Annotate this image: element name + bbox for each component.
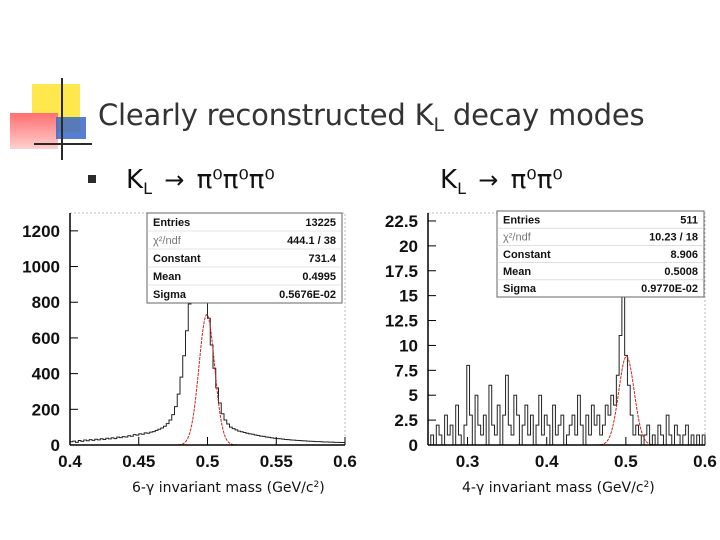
stats-value: 0.5008 xyxy=(664,266,698,278)
stats-value: 511 xyxy=(680,214,698,226)
y-tick-label: 15 xyxy=(399,287,418,306)
caption-text: 4-γ invariant mass (GeV/c xyxy=(462,480,644,496)
stats-label: Constant xyxy=(503,249,551,261)
stats-label: Constant xyxy=(153,253,201,265)
stats-value: 444.1 / 38 xyxy=(287,235,336,247)
stats-box: Entries 13225 χ²/ndf 444.1 / 38 Constant 731.… xyxy=(146,212,343,304)
x-tick-label: 0.3 xyxy=(456,452,480,471)
stats-value: 731.4 xyxy=(308,253,336,265)
stats-value: 13225 xyxy=(305,217,336,229)
caption-end: ) xyxy=(649,480,655,496)
decay-products: π⁰π⁰π⁰ xyxy=(196,165,275,195)
deco-horizontal-line xyxy=(34,143,92,145)
left-histogram-chart: 0 200 400 600 800 1000 1200 0.4 0.45 0.5 0.55 0.6 En… xyxy=(22,212,357,471)
stats-label: Entries xyxy=(503,214,540,226)
deco-blue-square xyxy=(56,117,86,139)
stats-box-frame xyxy=(496,210,705,298)
x-tick-label: 0.55 xyxy=(260,452,293,471)
title-text: Clearly reconstructed K xyxy=(98,98,434,132)
y-tick-label: 1200 xyxy=(22,222,60,241)
stats-value: 0.5676E-02 xyxy=(279,289,336,301)
left-x-axis-caption: 6-γ invariant mass (GeV/c2) xyxy=(132,480,325,496)
kaon-subscript: L xyxy=(143,179,152,198)
y-tick-label: 400 xyxy=(32,365,60,384)
x-tick-label: 0.4 xyxy=(58,452,82,471)
right-histogram-chart: 0 2.5 5 7.5 10 12.5 15 17.5 20 22.5 0.3 0.4 0.5 0.6 En… xyxy=(385,210,717,471)
y-tick-label: 800 xyxy=(32,293,60,312)
stats-value: 10.23 / 18 xyxy=(649,232,698,244)
y-tick-label: 200 xyxy=(32,400,60,419)
y-tick-label: 17.5 xyxy=(385,262,418,281)
y-tick-label: 10 xyxy=(399,336,418,355)
slide-title: Clearly reconstructed KL decay modes xyxy=(98,98,645,136)
stats-label: Mean xyxy=(503,266,531,278)
y-tick-label: 12.5 xyxy=(385,312,418,331)
stats-label: Mean xyxy=(153,271,181,283)
stats-label: χ²/ndf xyxy=(503,232,532,244)
histogram-series xyxy=(428,295,706,446)
stats-label: Entries xyxy=(153,217,190,229)
y-tick-label: 600 xyxy=(32,329,60,348)
stats-box-frame xyxy=(146,212,343,304)
y-tick-label: 7.5 xyxy=(394,361,418,380)
x-tick-label: 0.6 xyxy=(333,452,357,471)
deco-vertical-line xyxy=(61,78,63,160)
caption-sup: 2 xyxy=(643,480,650,490)
y-tick-label: 1000 xyxy=(22,258,60,277)
y-tick-label: 0 xyxy=(51,436,60,455)
stats-value: 0.4995 xyxy=(302,271,336,283)
stats-value: 0.9770E-02 xyxy=(641,283,698,295)
arrow-icon: → xyxy=(164,166,185,194)
x-tick-label: 0.45 xyxy=(122,452,155,471)
y-tick-label: 5 xyxy=(409,386,418,405)
kaon-subscript: L xyxy=(457,179,466,198)
caption-sup: 2 xyxy=(313,480,320,490)
stats-label: Sigma xyxy=(153,289,187,301)
right-decay-heading: KL → π⁰π⁰ xyxy=(440,165,563,198)
bullet-square xyxy=(88,175,96,183)
right-x-axis-caption: 4-γ invariant mass (GeV/c2) xyxy=(462,480,655,496)
stats-label: Sigma xyxy=(503,283,537,295)
y-tick-label: 20 xyxy=(399,237,418,256)
y-tick-label: 22.5 xyxy=(385,212,418,231)
x-tick-label: 0.6 xyxy=(693,452,717,471)
kaon-symbol: K xyxy=(126,165,144,195)
left-decay-heading: KL → π⁰π⁰π⁰ xyxy=(126,165,275,198)
caption-text: 6-γ invariant mass (GeV/c xyxy=(132,480,314,496)
gaussian-fit-line xyxy=(70,314,345,446)
stats-label: χ²/ndf xyxy=(153,235,182,247)
caption-end: ) xyxy=(319,480,325,496)
y-tick-label: 0 xyxy=(409,436,418,455)
decay-products: π⁰π⁰ xyxy=(510,165,563,195)
x-tick-label: 0.5 xyxy=(614,452,638,471)
kaon-symbol: K xyxy=(440,165,458,195)
y-tick-label: 2.5 xyxy=(394,411,418,430)
title-subscript: L xyxy=(433,114,444,136)
arrow-icon: → xyxy=(478,166,499,194)
stats-box: Entries 511 χ²/ndf 10.23 / 18 Constant 8.906 M… xyxy=(496,210,705,298)
title-text-rest: decay modes xyxy=(443,98,645,132)
x-tick-label: 0.5 xyxy=(196,452,220,471)
stats-value: 8.906 xyxy=(670,249,698,261)
x-tick-label: 0.4 xyxy=(535,452,559,471)
